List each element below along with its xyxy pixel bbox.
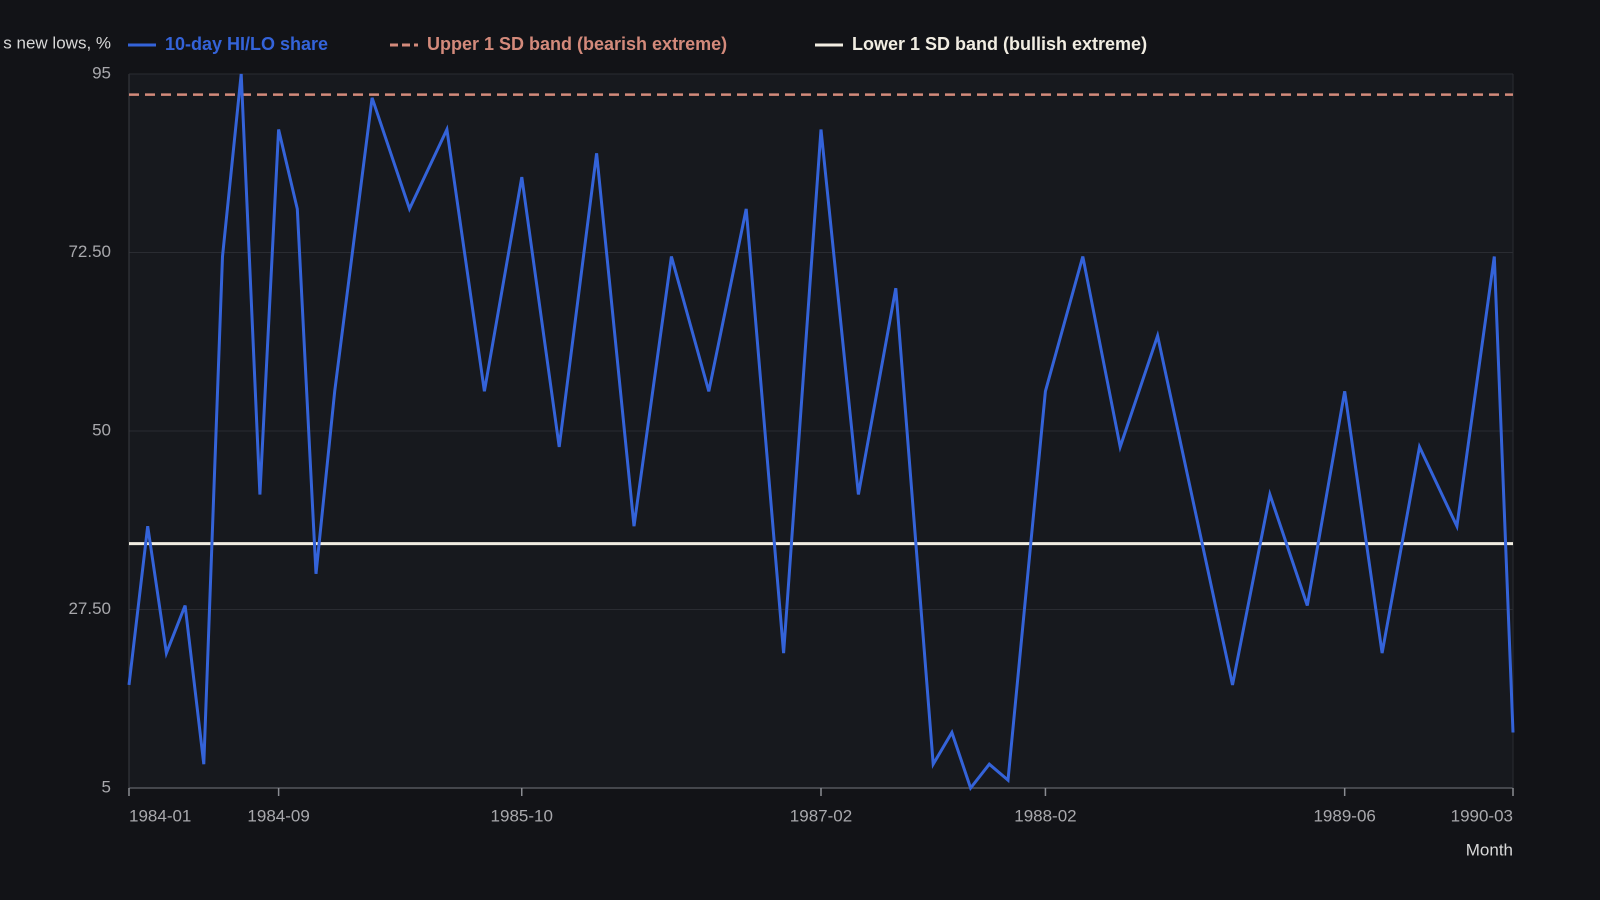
y-tick-label: 95 xyxy=(92,63,111,82)
x-tick-label: 1989-06 xyxy=(1313,806,1375,825)
x-tick-label: 1987-02 xyxy=(790,806,852,825)
y-tick-label: 50 xyxy=(92,420,111,439)
x-tick-label: 1988-02 xyxy=(1014,806,1076,825)
legend-label: Upper 1 SD band (bearish extreme) xyxy=(427,34,727,54)
legend-label: Lower 1 SD band (bullish extreme) xyxy=(852,34,1147,54)
y-tick-label: 72.50 xyxy=(68,242,111,261)
x-tick-label: 1985-10 xyxy=(491,806,553,825)
legend-label: 10-day HI/LO share xyxy=(165,34,328,54)
x-axis-label: Month xyxy=(1466,840,1513,859)
x-tick-label: 1984-09 xyxy=(247,806,309,825)
x-tick-label: 1984-01 xyxy=(129,806,191,825)
y-axis-label: s new lows, % xyxy=(3,33,111,52)
y-tick-label: 5 xyxy=(102,777,111,796)
x-tick-label: 1990-03 xyxy=(1451,806,1513,825)
y-tick-label: 27.50 xyxy=(68,599,111,618)
data-line xyxy=(127,73,1515,792)
